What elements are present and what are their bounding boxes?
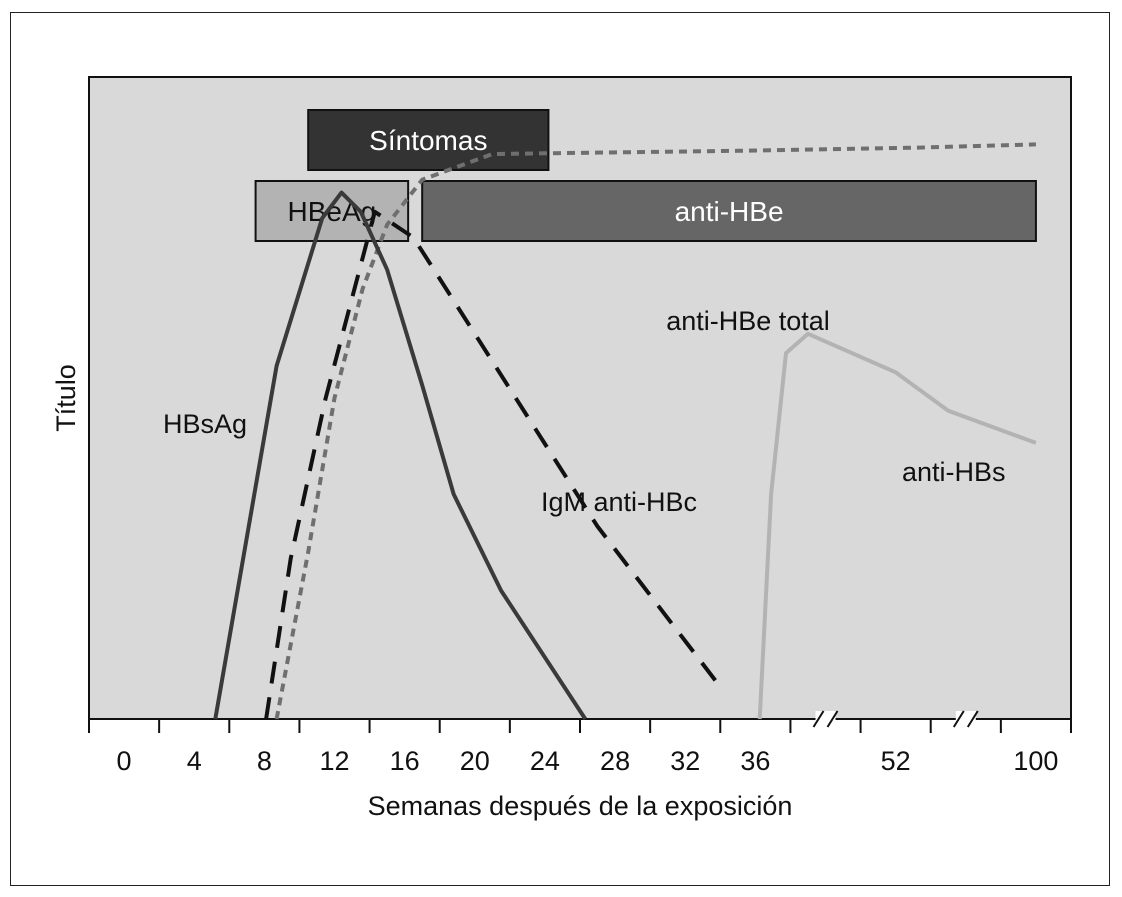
x-tick-label: 52	[881, 746, 911, 776]
x-tick-label: 4	[187, 746, 202, 776]
bar-hbeag	[254, 180, 410, 242]
x-tick-label: 8	[257, 746, 272, 776]
axis-break-marker	[952, 710, 979, 728]
x-tick-label: 0	[117, 746, 132, 776]
y-axis-label: Título	[51, 364, 81, 432]
series-label-anti-hbs: anti-HBs	[902, 457, 1006, 487]
series-label-hbsag: HBsAg	[163, 409, 247, 439]
bar-sintomas	[307, 109, 550, 171]
x-axis-label: Semanas después de la exposición	[368, 791, 793, 821]
bar-label-sintomas: Síntomas	[369, 125, 487, 156]
x-tick-label: 24	[530, 746, 560, 776]
series-line-anti-hbe-total	[274, 142, 1036, 720]
x-tick-label: 28	[600, 746, 630, 776]
bar-label-hbeag: HBeAg	[288, 196, 377, 227]
x-tick-label: 16	[390, 746, 420, 776]
bar-label-anti-hbe: anti-HBe	[675, 196, 784, 227]
x-tick-label: 36	[740, 746, 770, 776]
axis-break-marker	[812, 710, 839, 728]
series-line-anti-hbs	[757, 331, 1037, 720]
x-tick-label: 12	[319, 746, 349, 776]
series-label-hbeag-total: anti-HBe total	[666, 306, 830, 336]
x-tick-label: 20	[460, 746, 490, 776]
plot-area	[88, 76, 1072, 720]
series-line-hbsag	[213, 190, 587, 721]
series-line-igm-anti-hbc	[264, 209, 722, 720]
x-tick-label: 100	[1013, 746, 1058, 776]
series-label-igm-anti-hbc: IgM anti-HBc	[541, 487, 697, 517]
figure-frame	[10, 12, 1110, 886]
bar-anti-hbe	[421, 180, 1037, 242]
x-tick-label: 32	[670, 746, 700, 776]
